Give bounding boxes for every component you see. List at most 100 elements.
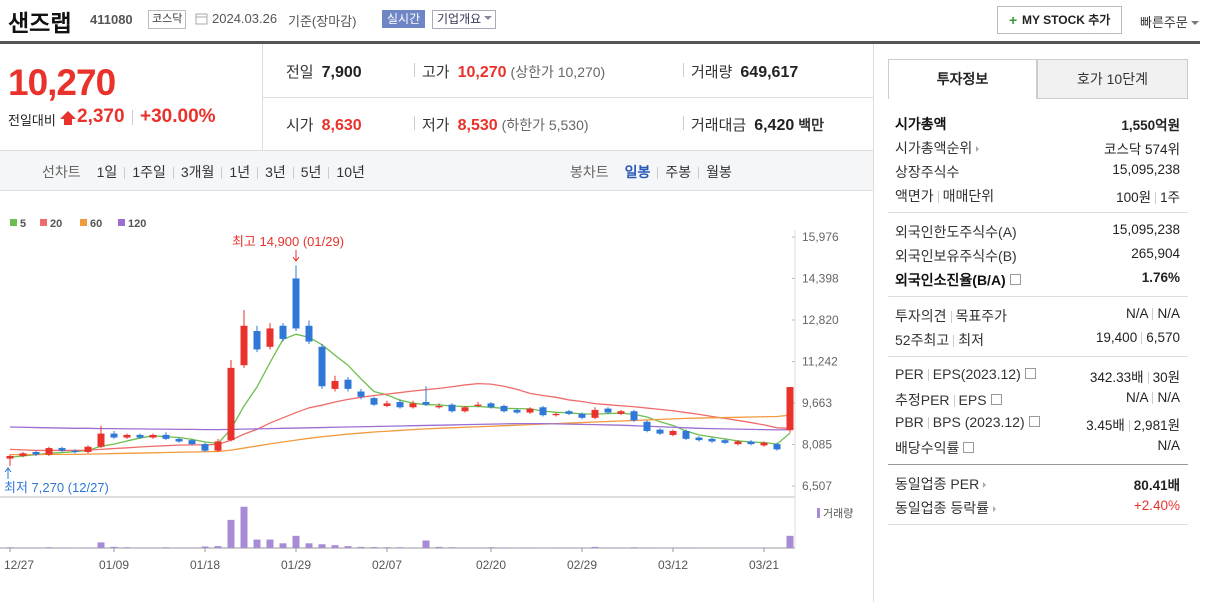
tab[interactable]: 5년 (300, 164, 322, 180)
legend-label: 5 (20, 218, 26, 230)
info-value-part: 1.76% (1141, 270, 1180, 285)
volume-bar (591, 546, 599, 548)
candle-body (292, 278, 300, 329)
info-label: 외국인한도주식수(A) (895, 222, 1017, 242)
volume-bar (682, 547, 690, 548)
info-label-part: 시가총액 (895, 116, 947, 132)
separator (937, 191, 939, 204)
candle-body (357, 391, 365, 397)
candle-body (565, 411, 573, 414)
info-value-part: 342.33배 (1089, 370, 1144, 385)
candle-body (279, 325, 287, 339)
info-label-part: EPS(2023.12) (932, 366, 1021, 382)
info-value-part: 30원 (1152, 370, 1180, 385)
x-tick-label: 01/29 (281, 558, 311, 572)
summary-value: 10,270 (457, 64, 507, 81)
tab[interactable]: 10년 (336, 164, 365, 180)
info-label: 상장주식수 (895, 162, 959, 182)
info-tab[interactable]: 투자정보 (888, 59, 1037, 99)
summary-value: 8,530 (457, 117, 498, 134)
info-label-part: 외국인소진율(B/A) (895, 272, 1006, 288)
info-label-part: 외국인보유주식수(B) (895, 248, 1017, 264)
candle-body (110, 433, 118, 438)
separator (1147, 372, 1149, 385)
overview-button[interactable]: 기업개요 (432, 10, 497, 29)
realtime-badge[interactable]: 실시간 (382, 10, 426, 28)
info-label: 외국인보유주식수(B) (895, 246, 1017, 266)
change-label: 전일대비 (8, 113, 56, 128)
tab[interactable]: 일봉 (624, 164, 651, 180)
info-value: 100원 1주 (1116, 186, 1180, 206)
volume-bar (110, 546, 118, 548)
candle-body (474, 404, 482, 406)
candle-body (201, 444, 209, 451)
volume-bar (422, 540, 430, 548)
dropdown-caret (484, 16, 493, 24)
ma-line (9, 382, 791, 452)
volume-bar (240, 506, 248, 548)
volume-bar (19, 547, 27, 548)
y-tick-label: 12,820 (802, 313, 839, 327)
volume-bar (266, 539, 274, 548)
info-label-part: 투자의견 (895, 308, 947, 324)
volume-bar (552, 547, 560, 548)
y-tick-label: 15,976 (802, 230, 839, 244)
volume-bar (201, 546, 209, 548)
tab-group: 봉차트 일봉 주봉 월봉 (570, 162, 732, 182)
legend-label: 120 (128, 218, 146, 230)
info-value: N/A N/A (1126, 390, 1180, 405)
chart-tabs: 선차트 1일 1주일 3개월 1년 3년 5년 10년 봉차트 일봉 주봉 월봉 (0, 150, 873, 191)
volume-bar (97, 542, 105, 548)
volume-bar (136, 547, 144, 548)
legend-label: 20 (50, 218, 62, 230)
info-label: 동일업종 등락률 (895, 498, 999, 518)
candle-body (578, 413, 586, 418)
separator (1152, 308, 1154, 321)
candle-body (591, 409, 599, 418)
candle-body (461, 407, 469, 412)
summary-note: (상한가 10,270) (510, 64, 606, 80)
basis: 기준(장마감) (288, 14, 357, 29)
info-label-part: 목표주가 (955, 308, 1008, 324)
separator (1152, 392, 1154, 405)
ma-line (9, 422, 791, 431)
tab[interactable]: 월봉 (706, 164, 732, 180)
info-value: 1.76% (1142, 270, 1180, 285)
info-label-part: 추정PER (895, 392, 950, 408)
candle-body (396, 402, 404, 408)
volume-bar (253, 539, 261, 548)
info-label-part: 외국인한도주식수(A) (895, 224, 1017, 240)
volume-bar (396, 547, 404, 548)
info-tab[interactable]: 호가 10단계 (1037, 59, 1188, 99)
info-value-part: 코스닥 574위 (1104, 142, 1180, 157)
info-label-part: 동일업종 PER (895, 476, 980, 492)
separator (953, 335, 955, 348)
tab[interactable]: 1년 (229, 164, 251, 180)
volume-bar (58, 547, 66, 548)
info-value: 265,904 (1131, 246, 1180, 261)
volume-bar (435, 546, 443, 548)
current-price: 10,270 (8, 62, 116, 103)
tab[interactable]: 3개월 (180, 164, 215, 180)
volume-bar (643, 547, 651, 548)
volume-bar (461, 547, 469, 548)
candle-body (32, 451, 40, 455)
info-label-part: PER (895, 366, 924, 382)
tab[interactable]: 1일 (96, 164, 118, 180)
mystock-button[interactable]: + MY STOCK 추가 (997, 6, 1122, 34)
candle-body (149, 434, 157, 438)
candle-body (214, 441, 222, 451)
tab[interactable]: 3년 (265, 164, 286, 180)
tab[interactable]: 1주일 (132, 164, 166, 180)
info-value-part: 19,400 (1095, 330, 1138, 345)
summary-value: 7,900 (321, 64, 362, 81)
volume-bar (227, 519, 235, 548)
candle-body (318, 346, 326, 387)
quick-order[interactable]: 빠른주문 (1140, 12, 1200, 31)
volume-bar (318, 544, 326, 548)
info-label-part: 동일업종 등락률 (895, 500, 990, 516)
separator (698, 167, 700, 180)
info-value-part: 3.45배 (1086, 418, 1125, 433)
tab[interactable]: 주봉 (665, 164, 692, 180)
